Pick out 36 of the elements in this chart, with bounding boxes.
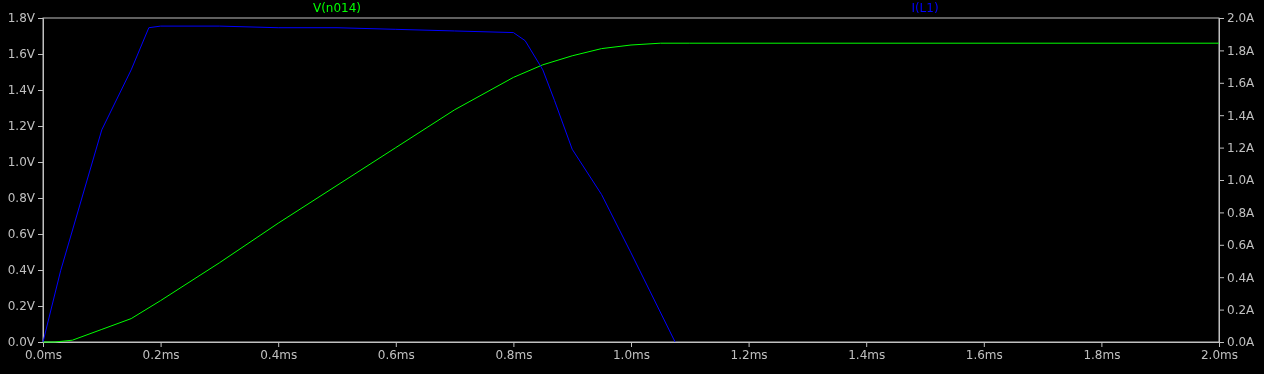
x-tick-label: 1.6ms (965, 347, 1003, 362)
x-tick-label: 1.8ms (1083, 347, 1121, 362)
x-tick-label: 0.2ms (142, 347, 180, 362)
y2-tick-label: 2.0A (1227, 11, 1256, 26)
x-tick-label: 1.2ms (730, 347, 768, 362)
y-tick-label: 1.6V (7, 47, 36, 62)
x-tick-label: 2.0ms (1200, 347, 1239, 362)
y-tick-label: 1.2V (7, 119, 36, 134)
y2-tick-label: 1.4A (1227, 108, 1256, 123)
x-tick-label: 1.4ms (848, 347, 886, 362)
text: V(n014) (312, 1, 362, 15)
x-tick-label: 0.8ms (495, 347, 533, 362)
x-tick-label: 0.6ms (377, 347, 415, 362)
y2-tick-label: 0.0A (1227, 335, 1256, 350)
y2-tick-label: 0.4A (1227, 270, 1256, 285)
text: I(L1) (911, 1, 939, 15)
y-tick-label: 0.6V (7, 227, 36, 242)
line-series (42, 42, 1220, 343)
y-tick-label: 0.4V (7, 263, 36, 278)
line-series (42, 25, 676, 343)
y2-tick-label: 0.8A (1227, 205, 1256, 220)
y-tick-label: 0.2V (7, 299, 36, 314)
y2-tick-label: 1.2A (1227, 140, 1256, 155)
y2-tick-label: 1.0A (1227, 173, 1256, 188)
x-tick-label: 0.4ms (260, 347, 298, 362)
y-tick-label: 1.8V (7, 11, 36, 26)
y2-tick-label: 1.8A (1227, 43, 1256, 58)
x-tick-label: 0.0ms (24, 347, 63, 362)
y-tick-label: 1.0V (7, 155, 36, 170)
y2-tick-label: 0.6A (1227, 238, 1256, 253)
y2-tick-label: 1.6A (1227, 76, 1256, 91)
y-tick-label: 0.0V (7, 335, 36, 350)
y2-tick-label: 0.2A (1227, 302, 1256, 317)
y-tick-label: 0.8V (7, 191, 36, 206)
x-tick-label: 1.0ms (612, 347, 651, 362)
y-tick-label: 1.4V (7, 83, 36, 98)
